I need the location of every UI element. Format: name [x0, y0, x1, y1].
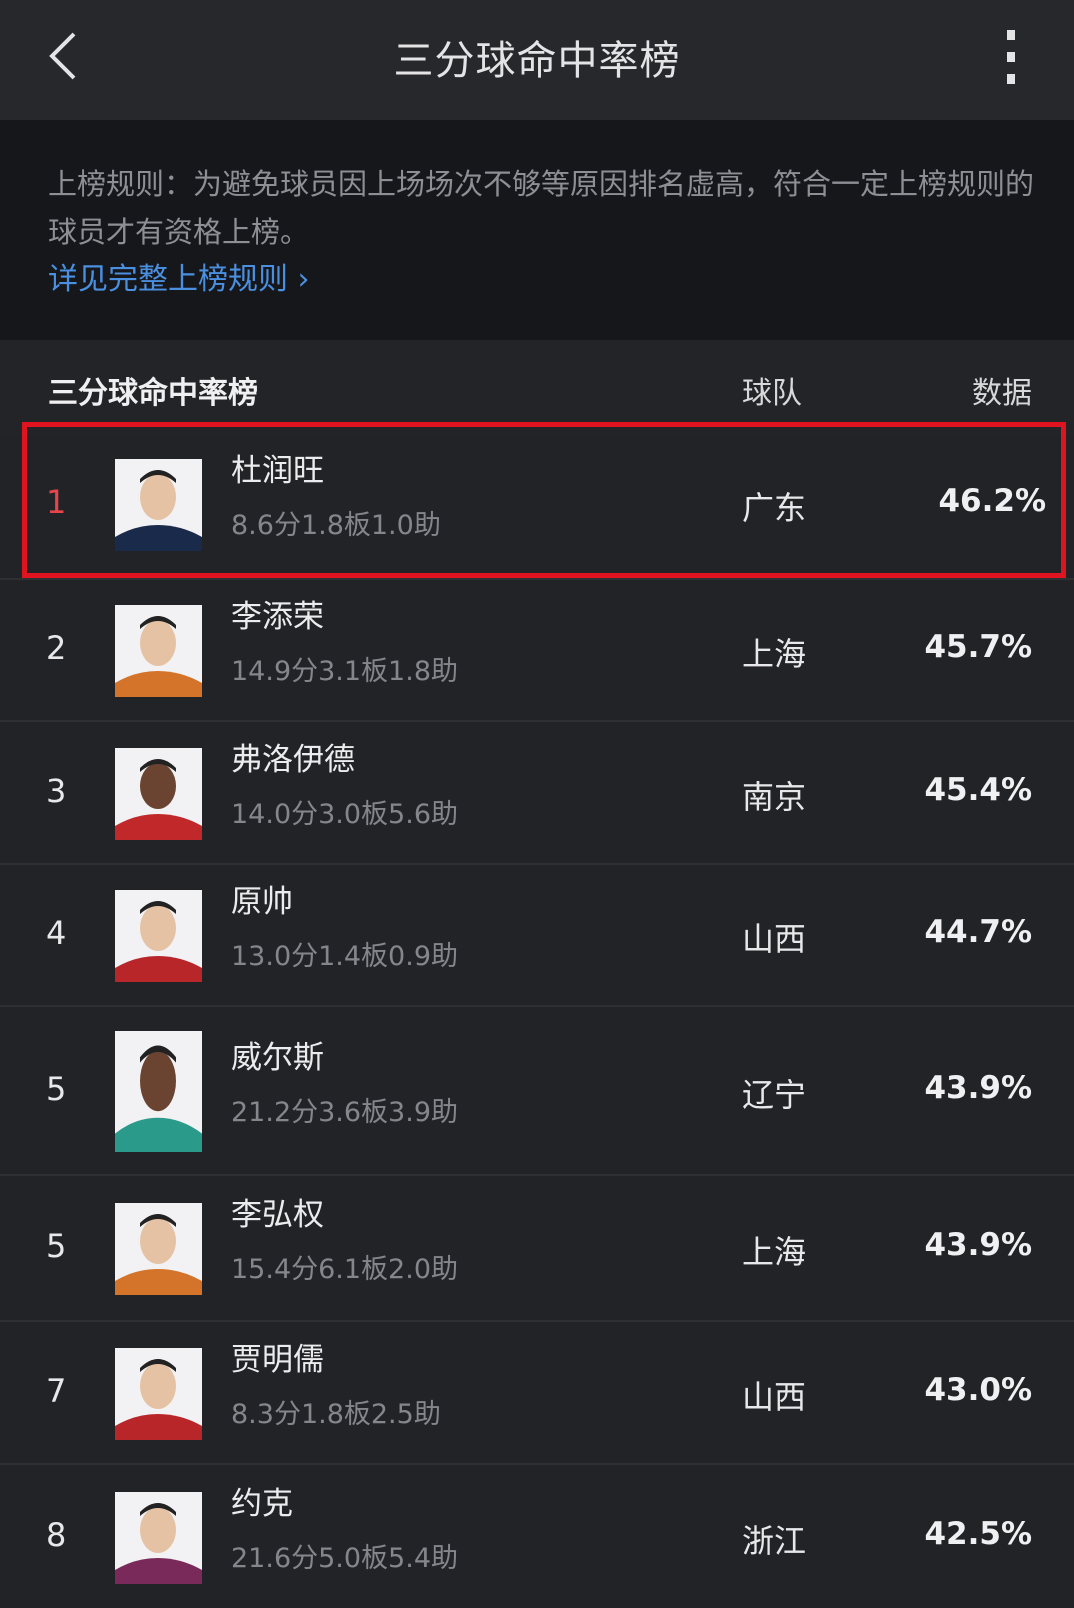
- chevron-left-icon[interactable]: [44, 30, 84, 82]
- player-name: 贾明儒: [231, 1341, 324, 1378]
- table-row[interactable]: 5 李弘权 15.4分6.1板2.0助 上海 43.9%: [0, 1174, 1074, 1320]
- three-point-percentage: 46.2%: [938, 483, 1046, 519]
- three-point-percentage: 44.7%: [924, 914, 1032, 950]
- team-name: 南京: [742, 777, 807, 816]
- rank: 4: [46, 914, 67, 952]
- rank: 7: [46, 1371, 67, 1410]
- three-point-percentage: 43.9%: [924, 1227, 1032, 1263]
- team-name: 山西: [742, 1377, 807, 1416]
- table-row[interactable]: 5 威尔斯 21.2分3.6板3.9助 辽宁 43.9%: [0, 1005, 1074, 1174]
- player-stats: 8.6分1.8板1.0助: [231, 510, 441, 541]
- column-header-data: 数据: [972, 376, 1032, 411]
- player-stats: 15.4分6.1板2.0助: [231, 1254, 458, 1285]
- player-avatar: [115, 1491, 202, 1584]
- team-name: 上海: [742, 1233, 807, 1271]
- page-title: 三分球命中率榜: [393, 38, 681, 84]
- three-point-percentage: 43.0%: [924, 1371, 1032, 1408]
- rank: 5: [46, 1227, 67, 1265]
- table-row[interactable]: 1 杜润旺 8.6分1.8板1.0助 广东 46.2%: [22, 422, 1066, 578]
- rank: 8: [46, 1515, 67, 1554]
- player-name: 李弘权: [231, 1197, 324, 1233]
- top-bar: 三分球命中率榜: [0, 0, 1074, 120]
- team-name: 辽宁: [742, 1075, 807, 1114]
- player-avatar: [115, 1203, 202, 1295]
- rules-panel: 上榜规则：为避免球员因上场场次不够等原因排名虚高，符合一定上榜规则的球员才有资格…: [0, 120, 1074, 340]
- player-stats: 8.3分1.8板2.5助: [231, 1398, 441, 1430]
- rank: 3: [46, 771, 67, 810]
- table-title: 三分球命中率榜: [48, 376, 258, 411]
- player-name: 约克: [231, 1485, 293, 1522]
- rank: 2: [46, 629, 67, 667]
- table-row[interactable]: 7 贾明儒 8.3分1.8板2.5助 山西 43.0%: [0, 1320, 1074, 1463]
- table-row[interactable]: 3 弗洛伊德 14.0分3.0板5.6助 南京 45.4%: [0, 720, 1074, 863]
- player-stats: 21.6分5.0板5.4助: [231, 1542, 458, 1574]
- column-header-team: 球队: [742, 376, 802, 411]
- three-point-percentage: 45.7%: [924, 629, 1032, 665]
- player-name: 李添荣: [231, 599, 324, 635]
- player-avatar: [115, 1031, 202, 1152]
- rules-text: 上榜规则：为避免球员因上场场次不够等原因排名虚高，符合一定上榜规则的球员才有资格…: [48, 167, 1035, 249]
- three-point-percentage: 43.9%: [924, 1069, 1032, 1106]
- player-avatar: [115, 1347, 202, 1440]
- player-stats: 14.9分3.1板1.8助: [231, 656, 458, 687]
- table-header: 三分球命中率榜 球队 数据: [0, 340, 1074, 436]
- table-row[interactable]: 2 李添荣 14.9分3.1板1.8助 上海 45.7%: [0, 578, 1074, 720]
- rank: 5: [46, 1069, 67, 1108]
- player-stats: 14.0分3.0板5.6助: [231, 798, 458, 830]
- team-name: 浙江: [742, 1521, 807, 1560]
- player-name: 弗洛伊德: [231, 741, 355, 778]
- more-vertical-icon[interactable]: [1006, 30, 1016, 84]
- player-name: 威尔斯: [231, 1039, 324, 1076]
- table-row[interactable]: 8 约克 21.6分5.0板5.4助 浙江 42.5%: [0, 1463, 1074, 1608]
- player-avatar: [115, 605, 202, 697]
- player-name: 杜润旺: [231, 453, 324, 489]
- rank: 1: [46, 483, 67, 521]
- team-name: 广东: [742, 489, 807, 527]
- full-rules-link[interactable]: 详见完整上榜规则 ›: [48, 262, 310, 297]
- team-name: 上海: [742, 635, 807, 673]
- team-name: 山西: [742, 920, 807, 958]
- player-stats: 21.2分3.6板3.9助: [231, 1096, 458, 1128]
- table-row[interactable]: 4 原帅 13.0分1.4板0.9助 山西 44.7%: [0, 863, 1074, 1005]
- player-avatar: [115, 747, 202, 840]
- three-point-percentage: 45.4%: [924, 771, 1032, 808]
- player-avatar: [115, 890, 202, 982]
- three-point-percentage: 42.5%: [924, 1515, 1032, 1552]
- player-stats: 13.0分1.4板0.9助: [231, 941, 458, 972]
- player-name: 原帅: [231, 884, 293, 920]
- player-avatar: [115, 459, 202, 551]
